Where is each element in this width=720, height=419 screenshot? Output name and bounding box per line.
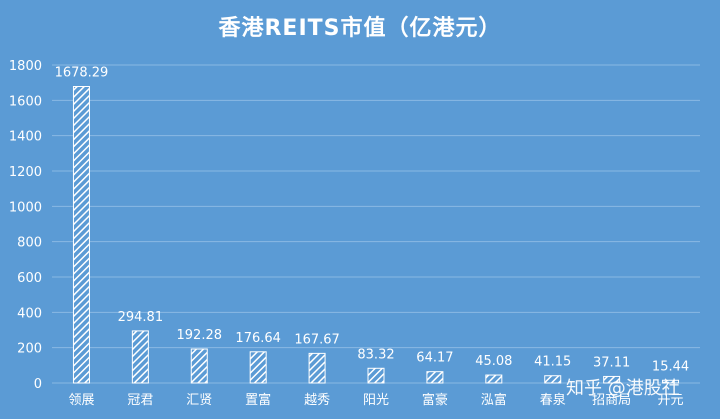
y-tick-label: 1800: [9, 59, 42, 74]
data-label: 64.17: [416, 351, 453, 366]
x-tick-label: 招商局: [592, 393, 631, 408]
y-tick-label: 0: [34, 377, 42, 392]
y-axis: 0 200 400 600 800 1000 1200 1400 1600 1800: [9, 59, 42, 392]
x-tick-label: 阳光: [363, 393, 389, 408]
bar: [367, 367, 385, 384]
bar: [426, 371, 444, 384]
data-label: 83.32: [357, 347, 394, 362]
bar: [485, 374, 503, 384]
watermark: 知乎 @港股社: [566, 378, 680, 399]
y-tick-label: 1600: [9, 94, 42, 109]
bar: [603, 375, 621, 384]
y-tick-label: 200: [17, 342, 42, 357]
x-tick-label: 汇贤: [186, 393, 212, 408]
data-label: 176.64: [235, 331, 281, 346]
y-tick-label: 600: [17, 271, 42, 286]
x-tick-label: 春泉: [540, 392, 566, 408]
data-label: 192.28: [177, 328, 223, 343]
bar: [131, 330, 149, 384]
y-tick-label: 1200: [9, 165, 42, 180]
bar: [72, 86, 90, 384]
x-tick-label: 越秀: [304, 393, 330, 408]
grid-layer: [52, 64, 700, 384]
y-tick-label: 400: [17, 306, 42, 321]
data-label: 167.67: [294, 332, 340, 347]
bar: [308, 352, 326, 384]
data-label: 41.15: [534, 355, 571, 370]
x-tick-label: 开元: [658, 393, 684, 408]
x-axis: 领展 冠君 汇贤 置富 越秀 阳光 富豪 泓富 春泉 招商局 开元: [68, 392, 683, 408]
x-tick-label: 领展: [68, 393, 94, 408]
x-tick-label: 置富: [245, 392, 271, 408]
y-tick-label: 800: [17, 236, 42, 251]
bar: [544, 375, 562, 384]
y-tick-label: 1000: [9, 200, 42, 215]
bar-layer: [72, 86, 680, 384]
bar: [662, 379, 680, 384]
x-tick-label: 泓富: [481, 392, 507, 408]
y-tick-label: 1400: [9, 130, 42, 145]
bar: [249, 351, 267, 384]
data-label-layer: 1678.29 294.81 192.28 176.64 167.67 83.32 64.1…: [55, 66, 690, 375]
data-label: 37.11: [593, 355, 630, 370]
x-tick-label: 富豪: [422, 392, 448, 408]
data-label: 1678.29: [55, 66, 109, 81]
x-tick-label: 冠君: [127, 393, 153, 408]
data-label: 294.81: [118, 310, 164, 325]
data-label: 15.44: [652, 359, 689, 374]
data-label: 45.08: [475, 354, 512, 369]
chart-title: 香港REITS市值（亿港元）: [218, 16, 502, 41]
bar: [190, 348, 208, 384]
